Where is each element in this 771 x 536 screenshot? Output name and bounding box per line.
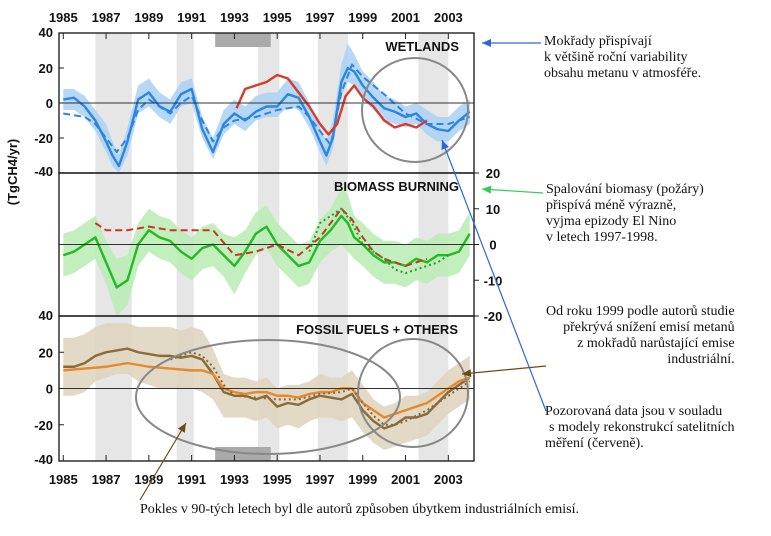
arrow-head bbox=[441, 140, 449, 150]
x-tick-label-top: 2003 bbox=[434, 10, 463, 25]
arrow-head bbox=[482, 185, 492, 194]
annotation-since-1999: Od roku 1999 podle autorů studie překrýv… bbox=[546, 304, 735, 368]
panel-title: FOSSIL FUELS + OTHERS bbox=[296, 322, 458, 337]
y-tick-label: -20 bbox=[34, 418, 53, 433]
x-tick-label-top: 1989 bbox=[134, 10, 163, 25]
annotation-line: Od roku 1999 podle autorů studie bbox=[546, 304, 735, 319]
uncertainty-band bbox=[63, 187, 470, 316]
y-tick-label: 0 bbox=[46, 382, 53, 397]
x-tick-label-bottom: 2001 bbox=[391, 472, 420, 487]
y-tick-label: -40 bbox=[34, 452, 53, 467]
y-tick-label: 0 bbox=[489, 238, 496, 253]
panel-title: BIOMASS BURNING bbox=[334, 179, 459, 194]
annotation-biomass: Spalování biomasy (požáry) přispívá méně… bbox=[546, 182, 704, 246]
arrow-biomass bbox=[481, 188, 544, 194]
annotation-nineties: Pokles v 90-tých letech byl dle autorů z… bbox=[140, 502, 579, 517]
annotation-line: k většině roční variability bbox=[544, 50, 688, 65]
dark-band bbox=[215, 33, 271, 47]
annotation-line: Pozorovaná data jsou v souladu bbox=[545, 404, 723, 419]
y-tick-label: 40 bbox=[39, 25, 53, 40]
y-tick-label: 20 bbox=[486, 166, 500, 181]
x-tick-label-bottom: 1985 bbox=[49, 472, 78, 487]
x-tick-label-top: 1999 bbox=[348, 10, 377, 25]
x-tick-label-bottom: 1995 bbox=[263, 472, 292, 487]
x-tick-label-bottom: 1999 bbox=[348, 472, 377, 487]
x-tick-label-bottom: 1997 bbox=[306, 472, 335, 487]
series-line bbox=[63, 66, 471, 168]
annotation-satellite: Pozorovaná data jsou v souladu s modely … bbox=[545, 404, 734, 452]
annotation-wetlands: Mokřady přispívají k většině roční varia… bbox=[544, 34, 701, 82]
series-line bbox=[63, 361, 471, 419]
series-line bbox=[235, 73, 428, 136]
x-tick-label-top: 1993 bbox=[220, 10, 249, 25]
arrow-nineties bbox=[139, 422, 187, 501]
x-tick-label-bottom: 2003 bbox=[434, 472, 463, 487]
y-tick-label: -20 bbox=[34, 131, 53, 146]
annotation-line: přispívá méně výrazně, bbox=[546, 198, 677, 213]
y-tick-label: 20 bbox=[39, 345, 53, 360]
y-tick-label: -40 bbox=[34, 164, 53, 179]
arrow-head bbox=[462, 369, 472, 378]
x-tick-label-bottom: 1987 bbox=[92, 472, 121, 487]
series-line bbox=[308, 207, 449, 275]
x-tick-label-bottom: 1989 bbox=[134, 472, 163, 487]
annotation-line: s modely rekonstrukcí satelitních bbox=[549, 420, 735, 435]
x-tick-label-top: 2001 bbox=[391, 10, 420, 25]
y-tick-label: -20 bbox=[484, 309, 503, 324]
annotation-line: překrývá snížení emisí metanů bbox=[563, 320, 735, 335]
series-line bbox=[169, 351, 471, 426]
x-tick-label-top: 1997 bbox=[306, 10, 335, 25]
annotation-line: Spalování biomasy (požáry) bbox=[546, 182, 704, 197]
y-tick-label: 40 bbox=[39, 308, 53, 323]
y-tick-label: 0 bbox=[46, 96, 53, 111]
highlight-circle bbox=[357, 338, 469, 448]
series-line bbox=[94, 207, 428, 267]
x-tick-label-top: 1985 bbox=[49, 10, 78, 25]
annotation-line: z mokřadů narůstající emise bbox=[577, 336, 735, 351]
series-line bbox=[63, 63, 471, 153]
highlight-circle bbox=[361, 57, 469, 163]
x-tick-label-top: 1991 bbox=[177, 10, 206, 25]
annotation-line: obsahu metanu v atmosféře. bbox=[544, 66, 702, 81]
x-tick-label-bottom: 1991 bbox=[177, 472, 206, 487]
y-axis-label: (TgCH4/yr) bbox=[5, 139, 20, 205]
annotation-line: Mokřady přispívají bbox=[544, 34, 652, 49]
annotation-line: měření (červeně). bbox=[545, 436, 644, 451]
y-tick-label: -10 bbox=[484, 273, 503, 288]
arrow-head bbox=[482, 39, 491, 47]
annotation-line: vyjma epizody El Nino bbox=[546, 214, 677, 229]
arrow-fossil bbox=[461, 365, 547, 375]
x-tick-label-top: 1987 bbox=[92, 10, 121, 25]
x-tick-label-top: 1995 bbox=[263, 10, 292, 25]
x-tick-label-bottom: 1993 bbox=[220, 472, 249, 487]
annotation-line: industriální. bbox=[667, 352, 735, 367]
arrow-head bbox=[177, 423, 186, 433]
series-line bbox=[63, 347, 471, 430]
highlight-ellipse bbox=[135, 339, 401, 455]
y-tick-label: 10 bbox=[486, 202, 500, 217]
arrow-satellite bbox=[441, 139, 547, 412]
panel-title: WETLANDS bbox=[385, 39, 459, 54]
annotation-line: v letech 1997-1998. bbox=[546, 230, 658, 245]
uncertainty-band bbox=[63, 43, 470, 173]
y-tick-label: 20 bbox=[39, 61, 53, 76]
